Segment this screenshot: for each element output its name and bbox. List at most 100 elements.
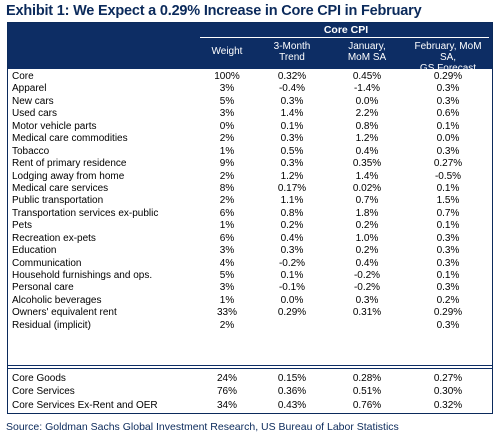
row-label: Core Services bbox=[12, 386, 75, 398]
table-row: Residual (implicit) 2% 0.3% bbox=[8, 320, 492, 332]
trend-cell: 1.1% bbox=[280, 195, 304, 207]
trend-cell: 1.2% bbox=[280, 170, 304, 182]
row-label: Core Goods bbox=[12, 373, 66, 384]
row-label: Recreation ex-pets bbox=[12, 232, 96, 244]
weight-cell: 2% bbox=[219, 319, 235, 331]
row-label: Communication bbox=[12, 257, 82, 269]
trend-cell: 0.1% bbox=[280, 120, 304, 132]
weight-cell: 1% bbox=[219, 294, 235, 306]
february-forecast-cell: 0.27% bbox=[433, 158, 463, 170]
february-forecast-cell: -0.5% bbox=[434, 170, 462, 182]
column-header-3-month-trend: 3-Month Trend bbox=[256, 41, 328, 63]
trend-cell: 0.3% bbox=[280, 133, 304, 145]
row-label: Core Services Ex-Rent and OER bbox=[12, 399, 158, 411]
february-forecast-cell: 0.3% bbox=[436, 232, 460, 244]
february-forecast-cell: 0.1% bbox=[436, 220, 460, 232]
february-forecast-cell: 0.3% bbox=[436, 145, 460, 157]
row-label: Personal care bbox=[12, 282, 74, 294]
trend-cell: 0.5% bbox=[280, 145, 304, 157]
table-body: Core 100% 0.32% 0.45% 0.29% Apparel 3% -0.4% -1.… bbox=[8, 71, 492, 332]
trend-cell: -0.1% bbox=[278, 282, 306, 294]
table-row: New cars 5% 0.3% 0.0% 0.3% bbox=[8, 96, 492, 108]
february-forecast-cell: 0.2% bbox=[436, 294, 460, 306]
february-forecast-cell: 0.3% bbox=[436, 319, 460, 331]
trend-cell: 0.2% bbox=[280, 220, 304, 232]
column-header-feb-line1: February, MoM SA, bbox=[414, 41, 482, 63]
february-forecast-cell: 0.1% bbox=[436, 182, 460, 194]
row-label: Used cars bbox=[12, 108, 58, 120]
trend-cell: 0.15% bbox=[277, 373, 307, 384]
row-label: Lodging away from home bbox=[12, 170, 125, 182]
summary-divider-top bbox=[8, 365, 492, 366]
weight-cell: 2% bbox=[219, 133, 235, 145]
february-forecast-cell: 0.6% bbox=[436, 108, 460, 120]
table-row: Core Services 76% 0.36% 0.51% 0.30% bbox=[8, 385, 492, 398]
january-cell: -0.2% bbox=[353, 270, 381, 281]
weight-cell: 33% bbox=[216, 307, 237, 319]
weight-cell: 34% bbox=[216, 399, 237, 411]
table-row: Recreation ex-pets 6% 0.4% 1.0% 0.3% bbox=[8, 233, 492, 245]
january-cell: 0.28% bbox=[352, 373, 382, 384]
column-header-jan-line2: MoM SA bbox=[347, 52, 387, 63]
february-forecast-cell: 0.0% bbox=[436, 133, 460, 145]
column-header-trend-line1: 3-Month bbox=[273, 41, 311, 52]
february-forecast-cell: 0.29% bbox=[433, 71, 463, 82]
core-cpi-table: Core CPI Weight 3-Month Trend January, M… bbox=[7, 22, 493, 414]
row-label: Residual (implicit) bbox=[12, 319, 91, 331]
trend-cell: 0.3% bbox=[280, 245, 304, 257]
column-header-weight-text: Weight bbox=[211, 46, 243, 57]
january-cell: 1.2% bbox=[355, 133, 379, 145]
exhibit-title: Exhibit 1: We Expect a 0.29% Increase in… bbox=[6, 3, 422, 19]
february-forecast-cell: 0.27% bbox=[433, 373, 463, 384]
table-row: Core 100% 0.32% 0.45% 0.29% bbox=[8, 71, 492, 83]
column-header-jan-line1: January, bbox=[348, 41, 386, 52]
weight-cell: 3% bbox=[219, 83, 235, 95]
trend-cell: 0.32% bbox=[277, 71, 307, 82]
weight-cell: 5% bbox=[219, 95, 235, 107]
column-header-february-forecast: February, MoM SA, GS Forecast bbox=[406, 41, 490, 74]
weight-cell: 100% bbox=[214, 71, 240, 82]
trend-cell: 0.43% bbox=[277, 399, 307, 411]
trend-cell: 0.36% bbox=[277, 386, 307, 398]
trend-cell: -0.2% bbox=[278, 257, 306, 269]
row-label: Medical care services bbox=[12, 182, 109, 194]
january-cell: 0.3% bbox=[355, 294, 379, 306]
core-cpi-group-label: Core CPI bbox=[323, 24, 369, 36]
trend-cell: 0.1% bbox=[280, 270, 304, 281]
row-label: Core bbox=[12, 71, 34, 82]
column-header-feb-line2: GS Forecast bbox=[419, 63, 477, 74]
trend-cell: -0.4% bbox=[278, 83, 306, 95]
february-forecast-cell: 0.29% bbox=[433, 307, 463, 319]
table-row: Household furnishings and ops. 5% 0.1% -0.2… bbox=[8, 270, 492, 282]
summary-body: Core Goods 24% 0.15% 0.28% 0.27% Core Service… bbox=[8, 372, 492, 412]
weight-cell: 4% bbox=[219, 257, 235, 269]
trend-cell: 0.3% bbox=[280, 158, 304, 170]
weight-cell: 1% bbox=[219, 220, 235, 232]
january-cell: 0.31% bbox=[352, 307, 382, 319]
trend-cell: 0.8% bbox=[280, 207, 304, 219]
february-forecast-cell: 0.3% bbox=[436, 95, 460, 107]
january-cell: 0.02% bbox=[352, 182, 382, 194]
row-label: Transportation services ex-public bbox=[12, 207, 159, 219]
weight-cell: 2% bbox=[219, 195, 235, 207]
trend-cell: 1.4% bbox=[280, 108, 304, 120]
january-cell: 0.35% bbox=[352, 158, 382, 170]
february-forecast-cell: 0.32% bbox=[433, 399, 463, 411]
trend-cell: 0.29% bbox=[277, 307, 307, 319]
february-forecast-cell: 1.5% bbox=[436, 195, 460, 207]
row-label: Public transportation bbox=[12, 195, 104, 207]
weight-cell: 0% bbox=[219, 120, 235, 132]
weight-cell: 5% bbox=[219, 270, 235, 281]
january-cell: 0.2% bbox=[355, 220, 379, 232]
january-cell: 0.76% bbox=[352, 399, 382, 411]
weight-cell: 76% bbox=[216, 386, 237, 398]
january-cell: -0.2% bbox=[353, 282, 381, 294]
table-row: Used cars 3% 1.4% 2.2% 0.6% bbox=[8, 108, 492, 120]
column-header-trend-line2: Trend bbox=[279, 52, 305, 63]
row-label: Owners' equivalent rent bbox=[12, 307, 117, 319]
weight-cell: 6% bbox=[219, 207, 235, 219]
january-cell: 2.2% bbox=[355, 108, 379, 120]
weight-cell: 9% bbox=[219, 158, 235, 170]
table-row: Education 3% 0.3% 0.2% 0.3% bbox=[8, 245, 492, 257]
row-label: Education bbox=[12, 245, 57, 257]
